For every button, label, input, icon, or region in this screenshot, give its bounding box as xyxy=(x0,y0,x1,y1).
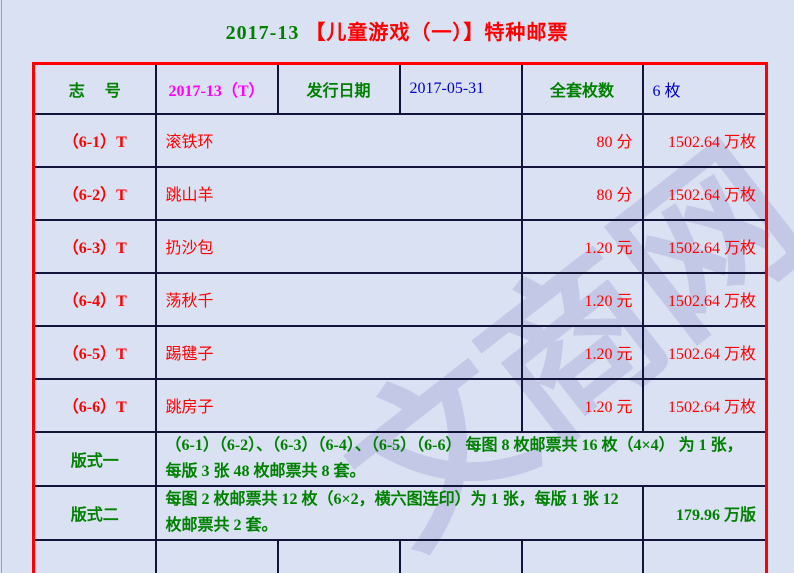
stamp-row-2: （6-2）T 跳山羊 80 分 1502.64 万枚 xyxy=(32,165,768,221)
stamp-name: 荡秋千 xyxy=(154,271,523,327)
format-quantity: 179.96 万版 xyxy=(641,484,768,541)
stamp-denomination: 1.20 元 xyxy=(520,377,644,433)
title-issue-name: 【儿童游戏（一）】特种邮票 xyxy=(305,22,569,44)
empty-cell xyxy=(520,538,644,573)
header-value-code: 2017-13（T） xyxy=(154,62,279,115)
stamp-denomination: 80 分 xyxy=(520,165,644,221)
stamp-row-4: （6-4）T 荡秋千 1.20 元 1502.64 万枚 xyxy=(32,271,768,327)
clipped-next-row xyxy=(32,538,768,573)
format-row-1: 版式一 （6-1）（6-2）、（6-3）（6-4）、（6-5）（6-6） 每图 … xyxy=(32,430,768,487)
stamp-row-5: （6-5）T 踢毽子 1.20 元 1502.64 万枚 xyxy=(32,324,768,380)
stamp-denomination: 1.20 元 xyxy=(520,218,644,274)
stamp-quantity: 1502.64 万枚 xyxy=(641,218,768,274)
stamp-code: （6-1）T xyxy=(32,112,157,168)
stamp-denomination: 1.20 元 xyxy=(520,271,644,327)
stamp-name: 跳山羊 xyxy=(154,165,523,221)
window-left-border xyxy=(1,0,2,573)
stamp-quantity: 1502.64 万枚 xyxy=(641,377,768,433)
stamp-name: 踢毽子 xyxy=(154,324,523,380)
empty-cell xyxy=(276,538,401,573)
stamp-code: （6-3）T xyxy=(32,218,157,274)
stamp-name: 跳房子 xyxy=(154,377,523,433)
format-row-2: 版式二 每图 2 枚邮票共 12 枚（6×2，横六图连印）为 1 张，每版 1 … xyxy=(32,484,768,541)
stamp-row-6: （6-6）T 跳房子 1.20 元 1502.64 万枚 xyxy=(32,377,768,433)
format-description: （6-1）（6-2）、（6-3）（6-4）、（6-5）（6-6） 每图 8 枚邮… xyxy=(154,430,768,487)
header-label-date: 发行日期 xyxy=(276,62,401,115)
stamp-denomination: 80 分 xyxy=(520,112,644,168)
stamp-code: （6-4）T xyxy=(32,271,157,327)
format-label: 版式二 xyxy=(32,484,157,541)
stamp-quantity: 1502.64 万枚 xyxy=(641,271,768,327)
format-description: 每图 2 枚邮票共 12 枚（6×2，横六图连印）为 1 张，每版 1 张 12… xyxy=(154,484,644,541)
stamp-row-3: （6-3）T 扔沙包 1.20 元 1502.64 万枚 xyxy=(32,218,768,274)
stamp-issue-table: 志 号 2017-13（T） 发行日期 2017-05-31 全套枚数 6 枚 … xyxy=(32,62,768,573)
stamp-row-1: （6-1）T 滚铁环 80 分 1502.64 万枚 xyxy=(32,112,768,168)
table-header-row: 志 号 2017-13（T） 发行日期 2017-05-31 全套枚数 6 枚 xyxy=(32,62,768,115)
stamp-quantity: 1502.64 万枚 xyxy=(641,112,768,168)
header-label-code: 志 号 xyxy=(32,62,157,115)
empty-cell xyxy=(641,538,768,573)
empty-cell xyxy=(398,538,523,573)
stamp-code: （6-5）T xyxy=(32,324,157,380)
header-value-date: 2017-05-31 xyxy=(398,62,523,115)
header-value-count: 6 枚 xyxy=(641,62,768,115)
empty-cell xyxy=(154,538,279,573)
stamp-quantity: 1502.64 万枚 xyxy=(641,324,768,380)
page-title: 2017-13 【儿童游戏（一）】特种邮票 xyxy=(0,16,794,45)
stamp-denomination: 1.20 元 xyxy=(520,324,644,380)
stamp-name: 滚铁环 xyxy=(154,112,523,168)
empty-cell xyxy=(32,538,157,573)
stamp-name: 扔沙包 xyxy=(154,218,523,274)
stamp-code: （6-2）T xyxy=(32,165,157,221)
stamp-quantity: 1502.64 万枚 xyxy=(641,165,768,221)
stamp-code: （6-6）T xyxy=(32,377,157,433)
header-label-count: 全套枚数 xyxy=(520,62,644,115)
format-label: 版式一 xyxy=(32,430,157,487)
title-issue-code: 2017-13 xyxy=(225,22,300,44)
